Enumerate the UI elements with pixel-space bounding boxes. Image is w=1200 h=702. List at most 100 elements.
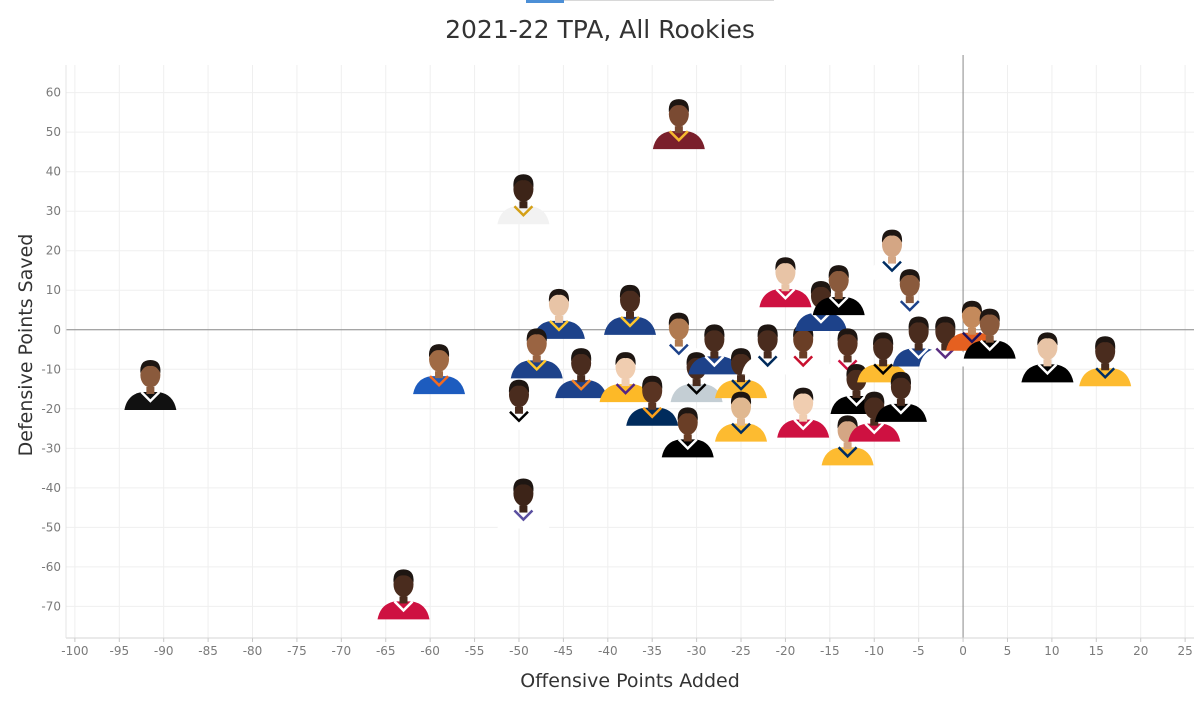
neck-shape [399,596,408,604]
player-point [848,391,901,442]
head-shape [393,571,414,597]
neck-shape [1101,363,1110,371]
neck-shape [870,418,879,426]
hair-shape [846,363,867,377]
player-point [497,174,550,225]
x-tick-label: -25 [731,644,751,658]
player-point [777,387,830,438]
neck-shape [914,343,923,351]
head-shape [828,267,849,293]
jersey-trim [526,359,547,372]
jersey-trim [668,130,689,142]
head-shape [140,362,161,388]
x-tick-label: 20 [1133,644,1148,658]
neck-shape [577,375,586,383]
jersey-trim [891,402,911,415]
neck-shape [799,414,808,422]
jersey-trim [979,339,1000,352]
y-tick-label: -20 [41,402,61,416]
neck-shape [648,402,657,410]
hair-shape [810,280,832,294]
player-point [377,569,430,620]
x-tick-label: 15 [1089,644,1104,658]
data-points [124,99,1132,620]
player-point [604,284,656,335]
head-shape [526,330,547,356]
hair-shape [873,332,894,346]
hair-shape [668,99,689,113]
hair-shape [908,316,929,330]
neck-shape [985,335,994,343]
player-point [124,359,177,410]
jersey-trim [393,600,414,613]
player-point [963,308,1016,359]
hair-shape [571,348,592,362]
head-shape [873,334,894,360]
player-point [919,316,972,367]
player-point [497,478,550,529]
x-tick-label: 0 [959,644,967,658]
jersey-trim [429,375,449,387]
x-tick-label: -80 [243,644,263,658]
y-tick-label: -30 [41,441,61,455]
neck-shape [967,327,976,335]
x-tick-label: -45 [554,644,574,658]
x-tick-label: -15 [820,644,840,658]
player-point [626,375,679,426]
neck-shape [674,126,683,134]
hair-shape [619,284,641,298]
neck-shape [896,398,905,406]
neck-shape [843,442,852,450]
hair-shape [686,352,707,366]
hair-shape [961,300,983,314]
jersey-trim [837,446,858,459]
y-tick-label: 40 [46,165,61,179]
hair-shape [526,328,547,342]
jersey-trim [571,379,592,391]
player-point [883,269,936,320]
jersey-trim [549,319,569,332]
tab-indicator [526,0,564,3]
y-tick-label: 60 [46,86,61,100]
hair-shape [1095,336,1116,350]
neck-shape [781,284,790,292]
y-tick-label: -70 [41,599,61,613]
neck-shape [879,359,888,367]
jersey-trim [140,391,161,403]
hair-shape [899,269,920,283]
jersey-trim [620,316,640,328]
x-tick-label: -40 [598,644,618,658]
y-tick-label: 30 [46,204,61,218]
x-tick-label: -70 [332,644,352,658]
hair-shape [508,379,530,393]
hair-shape [793,387,814,401]
head-shape [837,330,858,356]
player-point [874,371,927,422]
neck-shape [674,339,683,347]
head-shape [793,390,814,416]
head-shape [899,271,920,297]
player-point [1079,336,1132,387]
head-shape [793,326,814,352]
player-point [661,407,714,458]
x-tick-label: 10 [1044,644,1059,658]
y-tick-label: -10 [41,362,61,376]
jersey-trim [899,300,920,312]
head-shape [668,101,689,127]
player-point [492,379,545,430]
head-shape [731,394,752,420]
player-point [759,257,812,308]
player-point [510,328,563,379]
neck-shape [532,355,541,363]
jersey-trim [513,509,534,522]
chart-title: 2021-22 TPA, All Rookies [445,15,755,44]
neck-shape [799,351,808,359]
axis-ticks: -100 -95 -90 -85 -80 -75 -70 -65 -60 -55 -50 -45 -40… [41,65,1194,658]
player-point [715,348,768,399]
hair-shape [890,371,911,385]
tab-underline [564,0,774,1]
neck-shape [1043,359,1052,367]
hair-shape [730,391,752,405]
x-tick-label: -60 [420,644,440,658]
